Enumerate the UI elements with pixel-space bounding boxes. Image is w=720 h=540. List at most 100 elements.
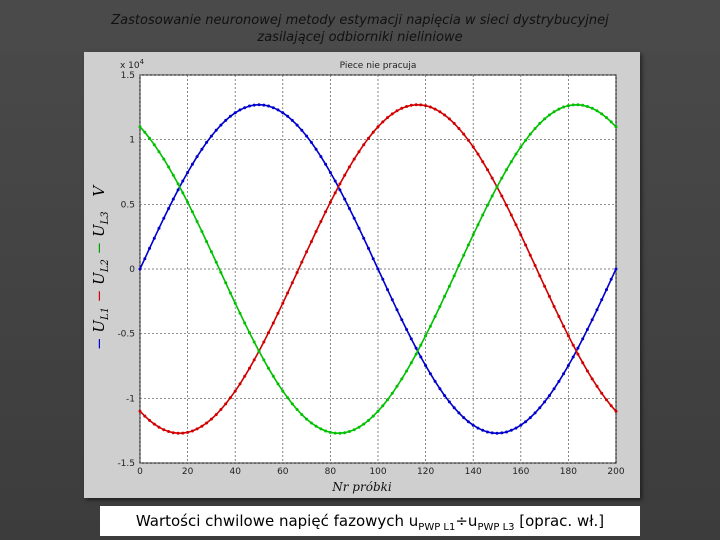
data-point [447,400,451,404]
data-point [471,423,475,427]
data-point [471,233,475,237]
data-point [533,264,537,267]
data-point [209,417,213,421]
data-point [481,428,485,432]
data-point [257,349,261,353]
data-point [286,396,290,400]
y-tick-label: -0.5 [117,330,135,340]
data-point [562,105,566,109]
data-point [395,384,399,388]
data-point [500,431,504,435]
data-point [219,123,223,127]
data-point [386,398,389,402]
data-point [138,409,142,413]
data-point [457,411,461,415]
data-point [252,340,256,344]
data-point [443,113,447,117]
data-point [290,118,294,122]
data-point [305,134,309,138]
data-point [452,121,456,125]
data-point [528,253,532,257]
x-tick-label: 100 [369,467,386,477]
data-point [438,387,442,391]
data-point [262,358,266,362]
data-point [181,179,185,183]
data-point [433,315,437,318]
data-point [424,334,428,338]
data-point [228,396,232,400]
data-point [248,331,251,335]
data-point [585,105,589,108]
data-point [219,408,223,411]
data-point [271,106,275,110]
data-point [519,233,523,237]
data-point [286,114,290,118]
data-point [447,284,451,288]
data-point [428,105,432,109]
data-point [281,389,285,393]
data-point [524,138,528,142]
data-point [595,308,599,312]
data-point [200,424,204,428]
data-point [190,210,194,214]
data-point [347,207,351,210]
data-point [476,426,480,430]
data-point [267,366,270,370]
series-2 [138,103,618,435]
data-point [414,103,418,107]
data-point [519,423,523,427]
data-point [233,389,237,393]
data-point [424,364,428,367]
data-point [605,398,608,402]
data-point [214,128,218,132]
data-point [538,406,542,410]
data-point [481,213,485,217]
data-point [457,127,461,130]
data-point [590,318,594,322]
data-point [233,111,237,115]
data-point [357,425,361,429]
slide-title-line1: Zastosowanie neuronowej metody estymacji… [111,13,609,28]
y-tick-label: -1 [126,394,135,404]
data-point [162,216,166,220]
data-point [576,346,580,350]
data-point [519,145,523,149]
data-point [152,236,156,240]
data-point [486,203,489,207]
data-point [400,106,404,110]
slide-title: Zastosowanie neuronowej metody estymacji… [60,12,660,46]
data-point [390,391,394,395]
data-point [148,246,151,250]
data-point [338,182,342,186]
data-point [357,226,361,230]
data-point [433,379,437,383]
y-tick-label: -1.5 [117,459,135,469]
data-point [276,311,280,315]
data-point [324,429,328,433]
data-point [324,162,328,166]
data-point [276,108,280,112]
data-point [447,117,451,121]
data-point [552,110,556,114]
y-label-u3: U [90,224,108,238]
chart-title: Piece nie pracuja [340,61,417,71]
data-point [400,318,404,322]
data-point [424,104,428,108]
data-point [481,160,485,164]
data-point [138,125,142,129]
data-point [585,328,589,331]
data-point [428,324,432,328]
data-point [176,182,180,186]
data-point [143,130,147,134]
data-point [176,188,180,192]
data-point [557,315,561,318]
data-point [509,160,513,164]
data-point [143,414,147,418]
data-point [167,165,171,169]
y-label-dash2: − [90,289,108,303]
y-label-u2: U [90,272,108,285]
data-point [390,112,394,116]
data-point [314,230,318,233]
y-exponent-base: x 10 [120,61,140,71]
data-point [219,271,223,274]
